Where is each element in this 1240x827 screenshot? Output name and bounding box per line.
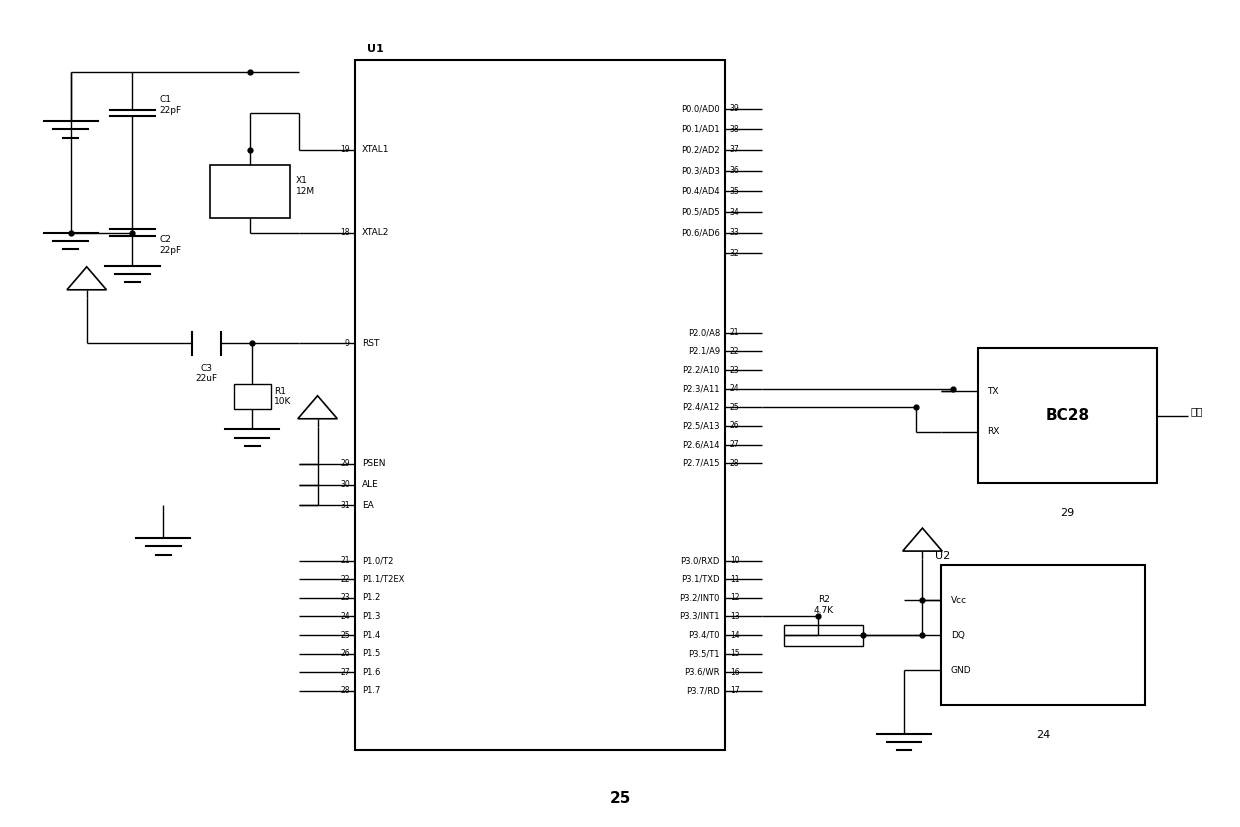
Text: 25: 25 (609, 791, 631, 806)
Text: 13: 13 (730, 612, 739, 621)
Text: 16: 16 (730, 668, 739, 676)
Bar (233, 385, 270, 409)
Bar (978, 348, 1157, 483)
Text: P3.6/WR: P3.6/WR (684, 668, 720, 676)
Text: P2.4/A12: P2.4/A12 (682, 403, 720, 412)
Text: GND: GND (951, 666, 971, 675)
Text: 10: 10 (730, 556, 739, 565)
Text: P1.4: P1.4 (362, 630, 381, 639)
Text: 29: 29 (1060, 508, 1075, 518)
Text: 27: 27 (730, 440, 739, 449)
Text: P2.6/A14: P2.6/A14 (682, 440, 720, 449)
Text: ALE: ALE (362, 480, 378, 489)
Text: P1.2: P1.2 (362, 593, 381, 602)
Text: 24: 24 (1035, 729, 1050, 740)
Bar (941, 566, 1145, 705)
Text: U2: U2 (935, 552, 950, 562)
Bar (784, 624, 863, 646)
Text: X1
12M: X1 12M (296, 176, 315, 196)
Text: P1.1/T2EX: P1.1/T2EX (362, 575, 404, 584)
Text: BC28: BC28 (1045, 408, 1090, 423)
Text: 23: 23 (340, 593, 350, 602)
Text: 天线: 天线 (1190, 406, 1203, 417)
Text: Vcc: Vcc (951, 596, 967, 605)
Text: 31: 31 (340, 501, 350, 509)
Text: P3.7/RD: P3.7/RD (686, 686, 720, 696)
Text: 33: 33 (730, 228, 739, 237)
Text: C3
22uF: C3 22uF (196, 364, 217, 383)
Text: 24: 24 (730, 385, 739, 393)
Text: 11: 11 (730, 575, 739, 584)
Text: 22: 22 (340, 575, 350, 584)
Text: P0.3/AD3: P0.3/AD3 (681, 166, 720, 175)
Text: DQ: DQ (951, 631, 965, 640)
Text: P0.4/AD4: P0.4/AD4 (681, 187, 720, 196)
Text: 14: 14 (730, 630, 739, 639)
Text: P0.2/AD2: P0.2/AD2 (681, 146, 720, 155)
Text: P0.5/AD5: P0.5/AD5 (681, 208, 720, 217)
Text: 28: 28 (730, 459, 739, 468)
Text: 29: 29 (340, 460, 350, 468)
Text: P3.0/RXD: P3.0/RXD (681, 556, 720, 565)
Text: 38: 38 (730, 125, 739, 134)
Text: 24: 24 (340, 612, 350, 621)
Text: P3.2/INT0: P3.2/INT0 (680, 593, 720, 602)
Text: P1.5: P1.5 (362, 649, 381, 658)
Text: 36: 36 (730, 166, 739, 175)
Bar (355, 60, 725, 750)
Text: 35: 35 (730, 187, 739, 196)
Text: 22: 22 (730, 347, 739, 356)
Text: 17: 17 (730, 686, 739, 696)
Text: P2.7/A15: P2.7/A15 (682, 459, 720, 468)
Text: XTAL2: XTAL2 (362, 228, 389, 237)
Text: 23: 23 (730, 366, 739, 375)
Text: P0.0/AD0: P0.0/AD0 (681, 104, 720, 113)
Text: 18: 18 (340, 228, 350, 237)
Text: RX: RX (987, 428, 999, 437)
Text: EA: EA (362, 501, 373, 509)
Text: 9: 9 (345, 339, 350, 347)
Text: P0.1/AD1: P0.1/AD1 (681, 125, 720, 134)
Text: 37: 37 (730, 146, 739, 155)
Text: 28: 28 (340, 686, 350, 696)
Text: 15: 15 (730, 649, 739, 658)
Text: R1
10K: R1 10K (274, 387, 291, 406)
Text: 32: 32 (730, 249, 739, 258)
Text: 12: 12 (730, 593, 739, 602)
Text: P1.0/T2: P1.0/T2 (362, 556, 393, 565)
Text: P3.5/T1: P3.5/T1 (688, 649, 720, 658)
Text: 19: 19 (340, 146, 350, 155)
Text: P2.2/A10: P2.2/A10 (682, 366, 720, 375)
Text: 26: 26 (340, 649, 350, 658)
Text: P1.7: P1.7 (362, 686, 381, 696)
Text: P3.3/INT1: P3.3/INT1 (680, 612, 720, 621)
Text: TX: TX (987, 387, 998, 395)
Text: 30: 30 (340, 480, 350, 489)
Text: 25: 25 (730, 403, 739, 412)
Text: 39: 39 (730, 104, 739, 113)
Text: RST: RST (362, 339, 379, 347)
Text: 25: 25 (340, 630, 350, 639)
Text: 21: 21 (340, 556, 350, 565)
Text: PSEN: PSEN (362, 460, 386, 468)
Text: 34: 34 (730, 208, 739, 217)
Text: 26: 26 (730, 422, 739, 431)
Text: P2.0/A8: P2.0/A8 (688, 328, 720, 337)
Text: P0.6/AD6: P0.6/AD6 (681, 228, 720, 237)
Text: P3.4/T0: P3.4/T0 (688, 630, 720, 639)
Text: P3.1/TXD: P3.1/TXD (682, 575, 720, 584)
Text: C1
22pF: C1 22pF (160, 95, 182, 114)
Text: P2.1/A9: P2.1/A9 (688, 347, 720, 356)
Text: XTAL1: XTAL1 (362, 146, 389, 155)
Text: P1.3: P1.3 (362, 612, 381, 621)
Text: 27: 27 (340, 668, 350, 676)
Text: R2
4.7K: R2 4.7K (813, 595, 833, 614)
Text: C2
22pF: C2 22pF (160, 236, 182, 255)
Text: P1.6: P1.6 (362, 668, 381, 676)
Text: U1: U1 (367, 44, 383, 54)
Text: P2.3/A11: P2.3/A11 (682, 385, 720, 393)
Text: P2.5/A13: P2.5/A13 (682, 422, 720, 431)
Text: 21: 21 (730, 328, 739, 337)
Bar (210, 165, 290, 218)
